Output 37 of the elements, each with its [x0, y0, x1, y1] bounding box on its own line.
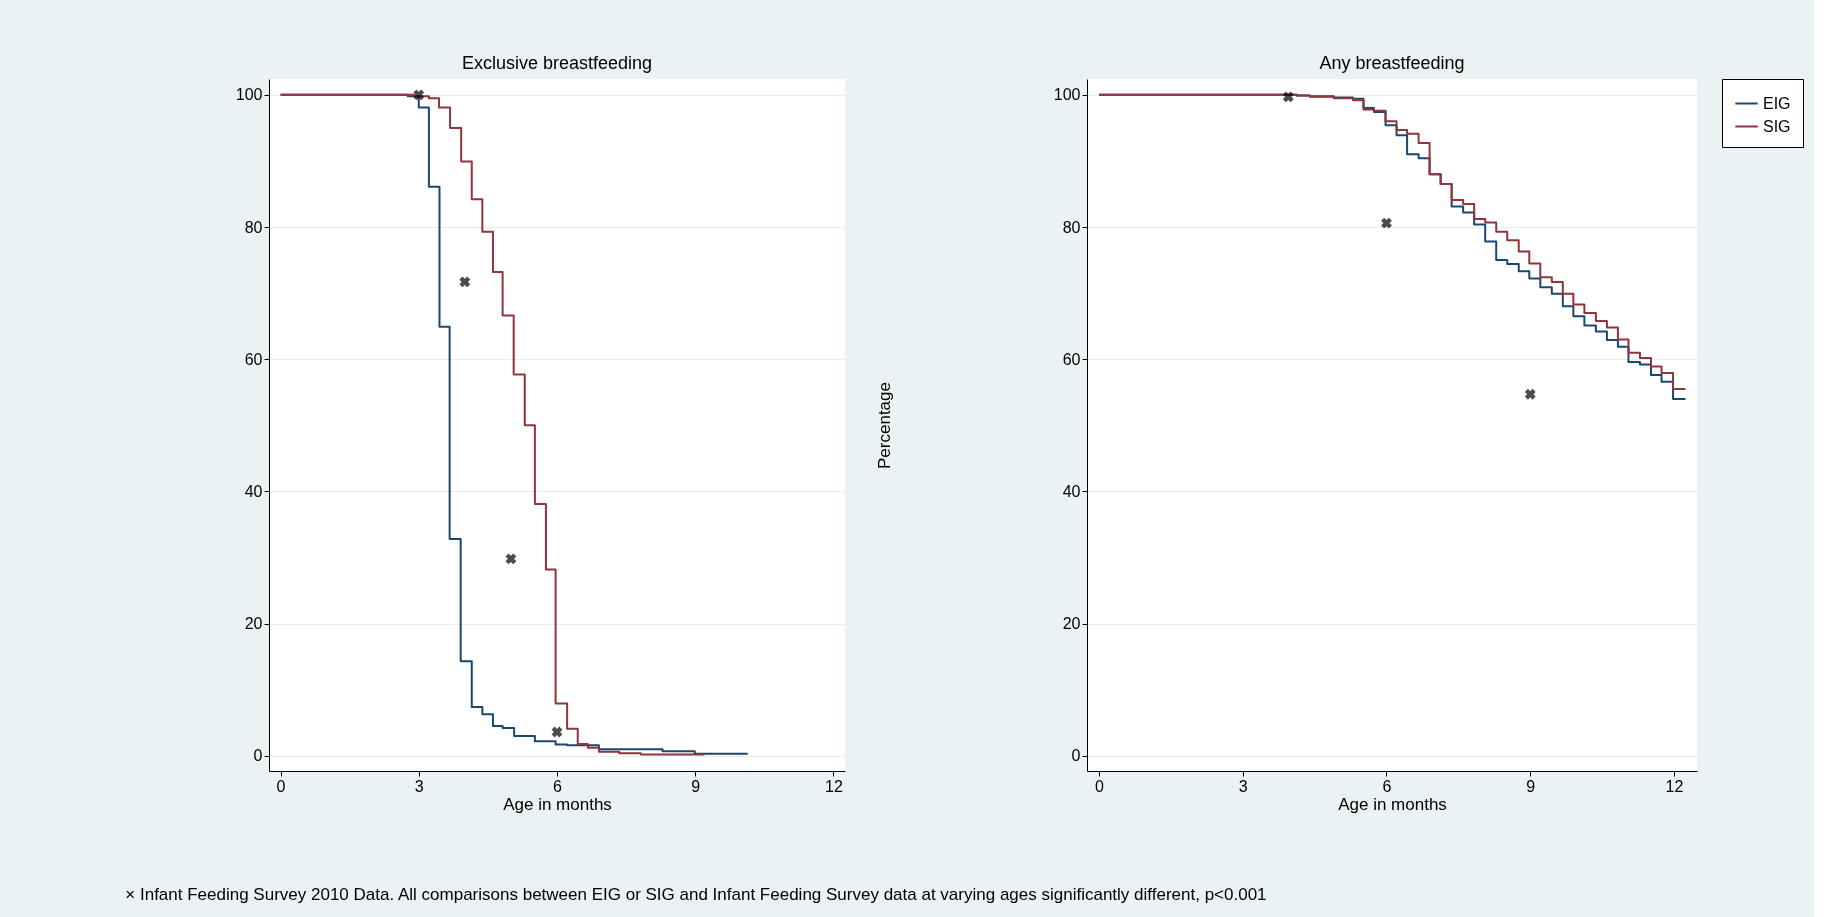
- x-tick-label: 0: [276, 777, 286, 795]
- y-tick-label: 60: [244, 350, 263, 368]
- y-tick-label: 20: [244, 615, 263, 633]
- y-tick-label: 40: [1062, 482, 1081, 500]
- y-tick-label: 60: [1062, 350, 1081, 368]
- x-tick-label: 3: [1238, 777, 1248, 795]
- x-axis-title: Age in months: [503, 794, 612, 814]
- point: [459, 276, 471, 288]
- y-tick-label: 80: [244, 218, 263, 236]
- x-tick-label: 6: [553, 777, 563, 795]
- y-axis-title: Percentage: [874, 382, 894, 469]
- x-tick-label: 0: [1095, 777, 1105, 795]
- y-tick-label: 40: [244, 482, 263, 500]
- y-tick-label: 0: [253, 747, 263, 765]
- x-axis-title: Age in months: [1338, 794, 1447, 814]
- x-tick-label: 3: [414, 777, 424, 795]
- point: [1282, 91, 1294, 103]
- point: [551, 726, 563, 738]
- y-tick-label: 20: [1062, 615, 1081, 633]
- y-tick-label: 80: [1062, 218, 1081, 236]
- x-tick-label: 6: [1382, 777, 1392, 795]
- point: [1381, 217, 1392, 229]
- x-tick-label: 9: [1526, 777, 1536, 795]
- point: [413, 89, 425, 101]
- legend-label: EIG: [1763, 94, 1791, 112]
- point: [1524, 388, 1536, 400]
- text: × Infant Feeding Survey 2010 Data. All comparisons between EIG or SIG and Infant Feeding Survey data at varying ages significantly different, p<0.001: [125, 885, 1267, 904]
- x-tick-label: 12: [825, 777, 843, 795]
- y-tick-label: 100: [1053, 86, 1081, 104]
- point: [505, 553, 517, 565]
- y-tick-label: 0: [1071, 747, 1081, 765]
- x-tick-label: 12: [1665, 777, 1684, 795]
- chart-title: Exclusive breastfeeding: [461, 53, 653, 73]
- y-tick-label: 100: [235, 86, 263, 104]
- chart-title: Any breastfeeding: [1319, 53, 1465, 73]
- legend-label: SIG: [1763, 117, 1791, 135]
- x-tick-label: 9: [691, 777, 701, 795]
